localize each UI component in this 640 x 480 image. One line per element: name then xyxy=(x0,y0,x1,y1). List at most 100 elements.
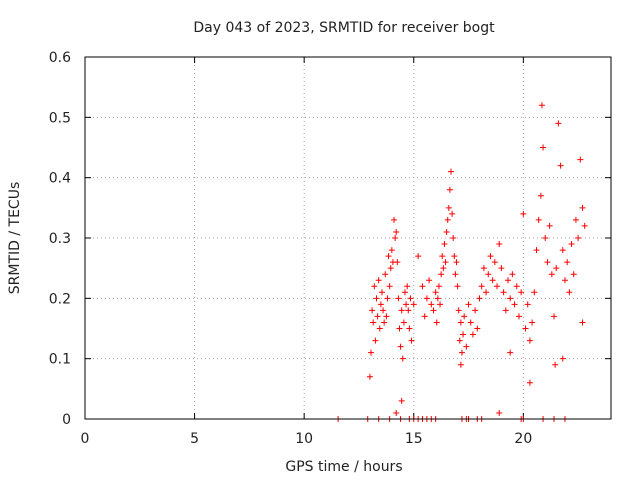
data-point xyxy=(457,319,464,326)
data-point xyxy=(504,277,511,284)
data-point xyxy=(452,271,459,278)
data-point xyxy=(483,289,490,296)
data-point xyxy=(435,283,442,290)
data-point xyxy=(511,301,518,308)
data-point xyxy=(513,283,520,290)
data-point xyxy=(485,271,492,278)
data-point xyxy=(507,349,514,356)
data-point xyxy=(498,265,505,272)
data-point xyxy=(542,235,549,241)
data-point xyxy=(380,307,387,314)
data-point xyxy=(386,283,393,290)
data-point xyxy=(465,301,472,308)
data-point xyxy=(494,283,501,290)
data-point xyxy=(444,216,451,223)
data-point xyxy=(529,319,536,326)
data-point xyxy=(557,162,564,169)
data-point xyxy=(393,409,400,416)
data-point xyxy=(507,295,514,302)
data-point xyxy=(394,259,401,266)
data-point xyxy=(520,210,527,217)
data-point xyxy=(385,253,392,260)
data-point xyxy=(376,325,383,332)
data-point xyxy=(496,241,503,248)
data-point xyxy=(391,216,398,223)
data-point xyxy=(371,283,378,290)
data-point xyxy=(434,295,441,302)
data-point xyxy=(426,277,433,284)
data-point xyxy=(455,307,462,314)
data-point xyxy=(524,301,531,308)
data-point xyxy=(383,313,390,320)
data-point xyxy=(373,295,380,302)
data-point xyxy=(540,144,547,151)
data-point xyxy=(398,397,405,404)
data-point xyxy=(502,307,509,314)
x-tick-label: 0 xyxy=(81,431,90,447)
data-point xyxy=(451,253,458,260)
data-point xyxy=(407,295,414,302)
chart-title: Day 043 of 2023, SRMTID for receiver bog… xyxy=(193,20,495,36)
data-point xyxy=(544,259,551,266)
data-point xyxy=(428,301,435,308)
data-point xyxy=(526,379,533,386)
data-point xyxy=(552,361,559,368)
y-axis-label: SRMTID / TECUs xyxy=(7,182,23,295)
data-point xyxy=(450,235,457,241)
data-point xyxy=(577,156,584,163)
data-point xyxy=(500,289,507,296)
x-tick-label: 20 xyxy=(514,431,532,447)
y-tick-label: 0.2 xyxy=(49,291,71,307)
data-point xyxy=(370,319,377,326)
x-tick-label: 15 xyxy=(405,431,423,447)
y-tick-label: 0.1 xyxy=(49,352,71,368)
y-tick-label: 0.4 xyxy=(49,171,71,187)
data-point xyxy=(559,247,566,254)
data-point xyxy=(441,241,448,248)
data-point xyxy=(437,301,444,308)
data-point xyxy=(478,283,485,290)
data-point xyxy=(423,295,430,302)
data-point xyxy=(446,186,453,193)
data-point xyxy=(433,319,440,326)
data-point xyxy=(553,265,560,272)
data-point xyxy=(406,325,413,332)
data-point xyxy=(375,277,382,284)
data-point xyxy=(440,265,447,272)
data-point xyxy=(398,307,405,314)
data-point xyxy=(395,295,402,302)
data-point xyxy=(374,313,381,320)
data-point xyxy=(430,307,437,314)
grid xyxy=(85,57,611,419)
data-point xyxy=(509,271,516,278)
data-point xyxy=(575,235,582,241)
data-point xyxy=(369,307,376,314)
data-point xyxy=(548,271,555,278)
data-point xyxy=(579,204,586,211)
data-point xyxy=(405,307,412,314)
data-point xyxy=(377,301,384,308)
data-point xyxy=(546,222,553,229)
data-point xyxy=(489,277,496,284)
data-point xyxy=(480,265,487,272)
data-point xyxy=(403,301,410,308)
data-point xyxy=(439,253,446,260)
x-tick-label: 5 xyxy=(190,431,199,447)
y-tick-label: 0.3 xyxy=(49,231,71,247)
data-point xyxy=(368,349,375,356)
data-point xyxy=(421,313,428,320)
data-point xyxy=(460,331,467,338)
data-point xyxy=(472,307,479,314)
data-point xyxy=(538,102,545,109)
data-point xyxy=(387,265,394,272)
data-point xyxy=(515,313,522,320)
data-point xyxy=(564,259,571,266)
data-point xyxy=(372,337,379,344)
y-tick-label: 0.6 xyxy=(49,50,71,66)
data-point xyxy=(401,289,408,296)
data-point xyxy=(559,355,566,362)
data-point xyxy=(487,253,494,260)
data-point xyxy=(535,216,542,223)
data-point xyxy=(453,259,460,266)
